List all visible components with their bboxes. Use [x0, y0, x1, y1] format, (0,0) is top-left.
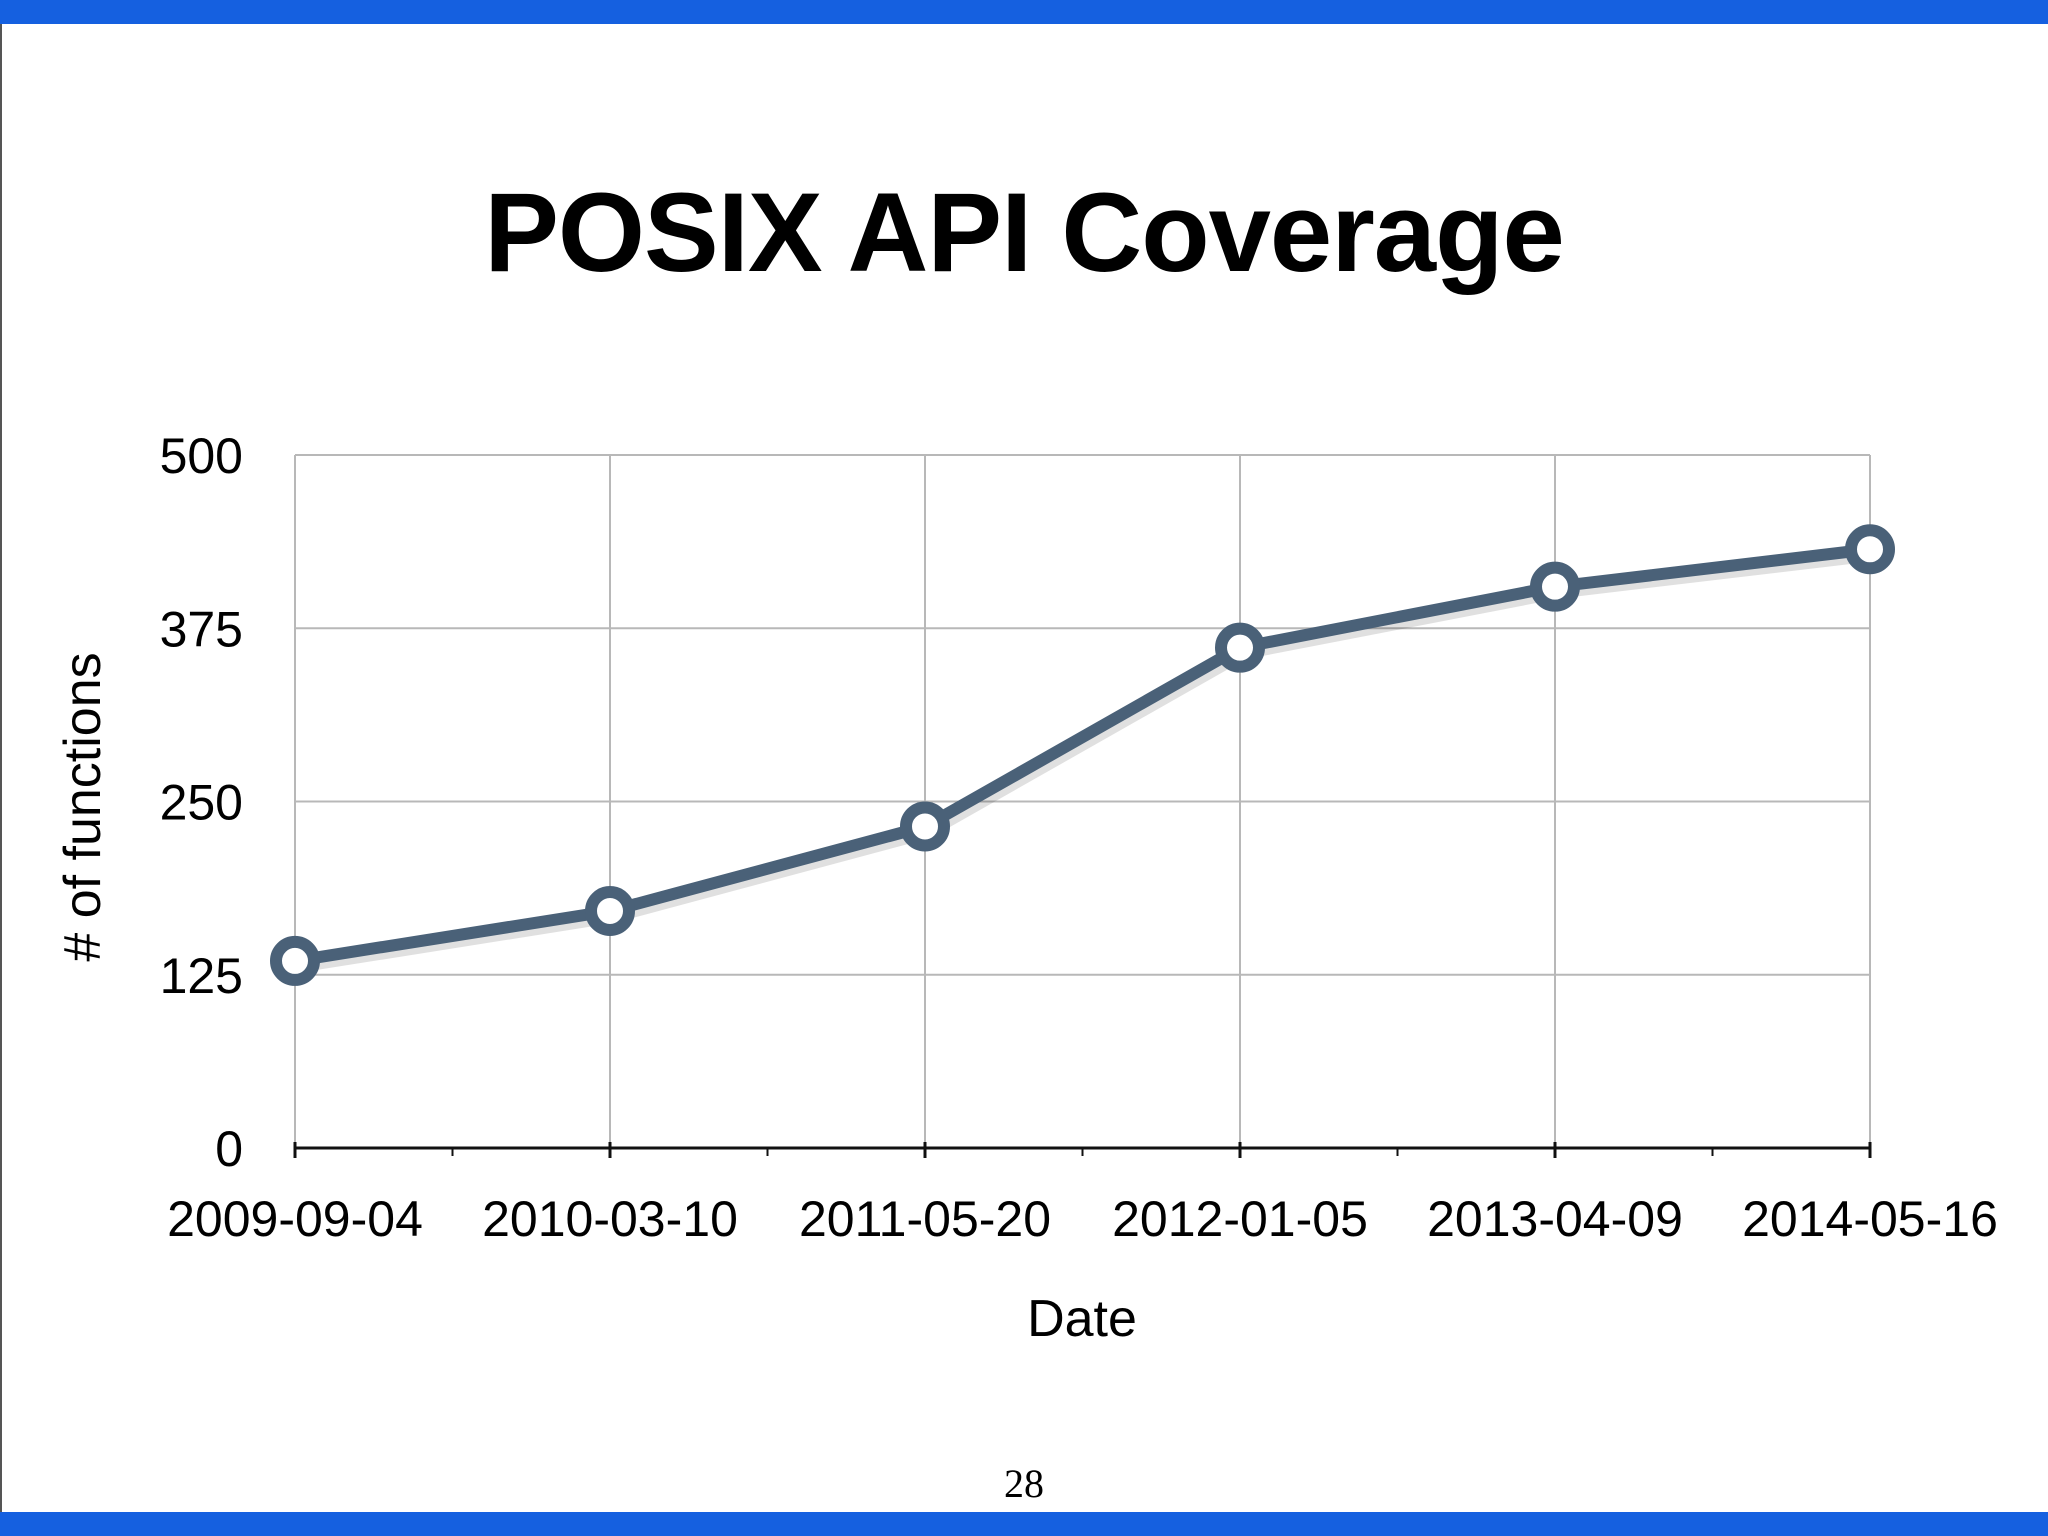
x-tick-label: 2014-05-16 [1742, 1191, 1998, 1247]
data-point [1530, 561, 1580, 612]
left-edge-line [0, 24, 2, 1512]
y-tick-label: 250 [160, 775, 243, 831]
x-tick-label: 2010-03-10 [482, 1191, 738, 1247]
y-tick-label: 0 [215, 1121, 243, 1177]
y-tick-label: 125 [160, 948, 243, 1004]
y-tick-label: 500 [160, 428, 243, 484]
y-axis-title: # of functions [54, 652, 112, 961]
series-line-shadow [296, 547, 1874, 973]
bottom-accent-bar [0, 1512, 2048, 1536]
slide-title: POSIX API Coverage [484, 170, 1565, 295]
x-axis-title: Date [1027, 1290, 1137, 1348]
x-tick-label: 2009-09-04 [167, 1191, 423, 1247]
x-tick-label: 2011-05-20 [799, 1191, 1051, 1247]
label-layer: 0 125 250 375 500 2009-09-04 2010-03-10 2011-05… [160, 428, 1998, 1247]
series-layer [270, 524, 1895, 986]
page-number: 28 [1004, 1461, 1044, 1506]
top-accent-bar [0, 0, 2048, 24]
data-point [900, 801, 950, 852]
y-tick-label: 375 [160, 601, 243, 657]
x-tick-label: 2013-04-09 [1427, 1191, 1683, 1247]
axis-layer [293, 1142, 1872, 1158]
data-point [270, 935, 320, 986]
series-line [289, 543, 1876, 967]
data-point [585, 885, 635, 936]
grid-layer [294, 454, 1871, 1148]
data-point [1845, 524, 1895, 575]
data-point [1215, 622, 1265, 673]
x-tick-label: 2012-01-05 [1112, 1191, 1368, 1247]
